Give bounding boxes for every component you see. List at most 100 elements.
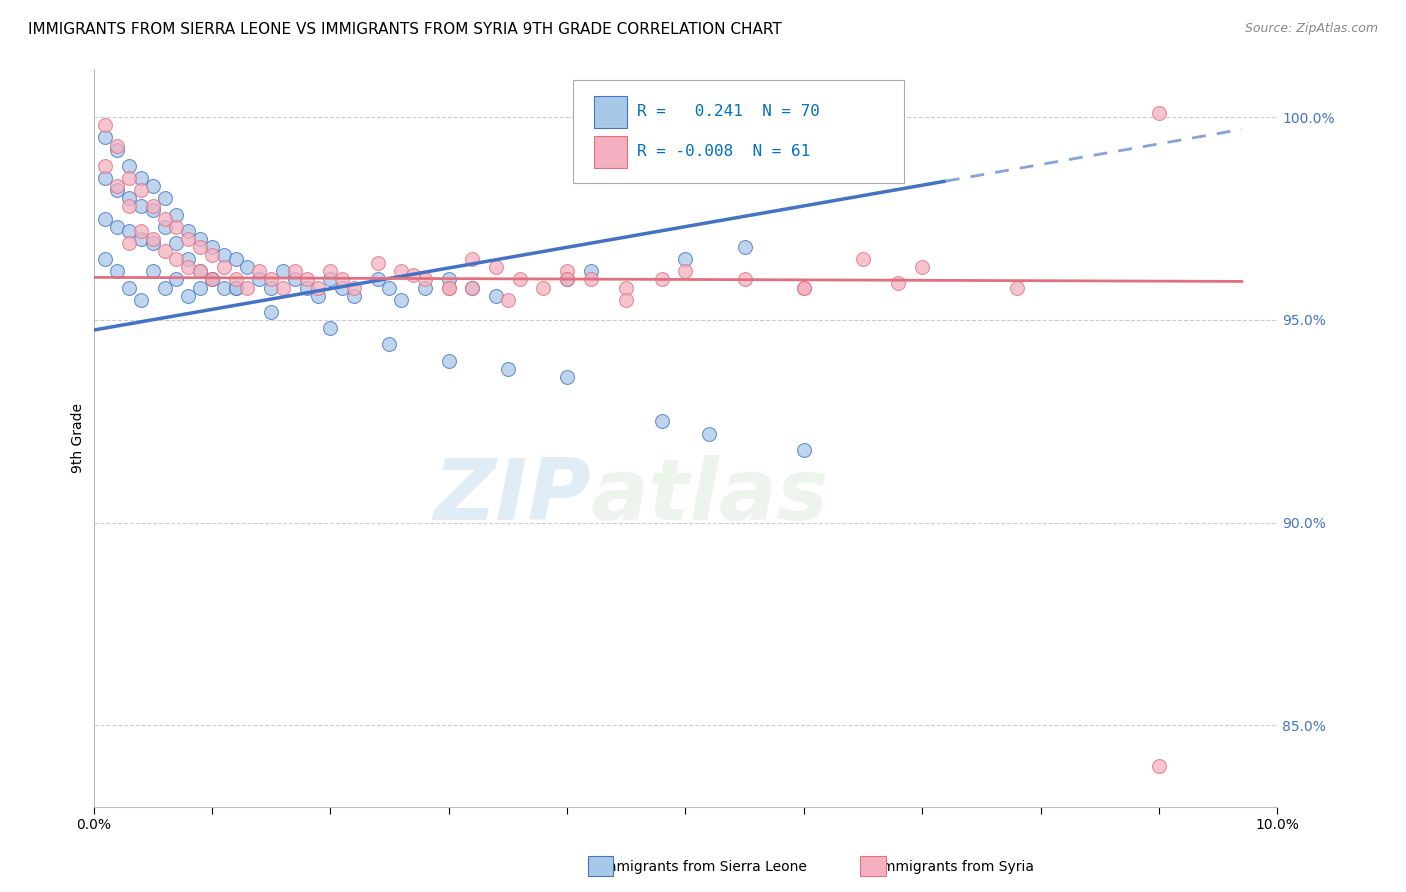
Point [118,280,141,294]
Point [165,252,187,266]
Point [129,199,152,213]
Point [651,414,673,428]
Point [555,264,578,278]
Point [236,280,259,294]
Point [94,252,117,266]
Point [367,256,389,270]
Point [461,280,484,294]
Point [94,171,117,186]
Point [153,280,176,294]
Point [177,288,200,302]
Point [887,277,910,291]
Point [142,264,165,278]
Point [188,240,211,254]
Point [129,171,152,186]
Point [165,235,187,250]
Point [260,280,283,294]
Point [496,293,519,307]
Point [105,143,128,157]
Point [509,272,531,286]
Point [142,203,165,218]
Point [165,219,187,234]
Point [734,240,756,254]
Point [284,272,307,286]
Point [225,280,247,294]
Point [129,293,152,307]
Point [437,353,460,368]
Point [295,280,318,294]
Point [378,280,401,294]
Point [413,280,436,294]
Point [295,272,318,286]
Point [142,235,165,250]
Point [105,219,128,234]
Point [437,280,460,294]
Point [177,232,200,246]
Point [225,280,247,294]
Point [579,272,602,286]
Point [94,130,117,145]
Text: atlas: atlas [591,455,830,538]
Point [118,191,141,205]
Point [402,268,425,283]
Point [129,232,152,246]
Point [129,183,152,197]
Point [118,235,141,250]
Point [437,272,460,286]
Point [793,280,815,294]
Bar [595,136,627,169]
Point [697,426,720,441]
Bar [595,95,627,128]
Text: R =   0.241  N = 70: R = 0.241 N = 70 [637,103,820,119]
Point [177,260,200,275]
Point [177,224,200,238]
Point [153,244,176,258]
Point [225,252,247,266]
Point [201,240,224,254]
Point [142,199,165,213]
Point [247,264,270,278]
Point [188,232,211,246]
Point [142,232,165,246]
Point [319,321,342,335]
Point [165,207,187,221]
Point [201,272,224,286]
Point [651,272,673,286]
Point [105,138,128,153]
Point [343,280,366,294]
Point [319,272,342,286]
Point [389,293,412,307]
Point [201,248,224,262]
Point [201,272,224,286]
Point [911,260,934,275]
Point [260,305,283,319]
Point [614,293,637,307]
Point [225,272,247,286]
Text: Immigrants from Sierra Leone: Immigrants from Sierra Leone [599,860,807,874]
Point [236,260,259,275]
Point [188,264,211,278]
Point [118,199,141,213]
Point [496,361,519,376]
Text: ZIP: ZIP [433,455,591,538]
Point [852,252,875,266]
Point [673,252,696,266]
Point [485,260,508,275]
Point [153,219,176,234]
Point [1147,106,1170,120]
Point [177,252,200,266]
Point [212,248,235,262]
Point [1005,280,1028,294]
Point [105,264,128,278]
Point [271,264,294,278]
Y-axis label: 9th Grade: 9th Grade [72,402,86,473]
Point [461,252,484,266]
Point [330,280,353,294]
Point [793,442,815,457]
Point [1147,759,1170,773]
Point [485,288,508,302]
Point [118,224,141,238]
Point [389,264,412,278]
Point [531,280,554,294]
Point [793,280,815,294]
